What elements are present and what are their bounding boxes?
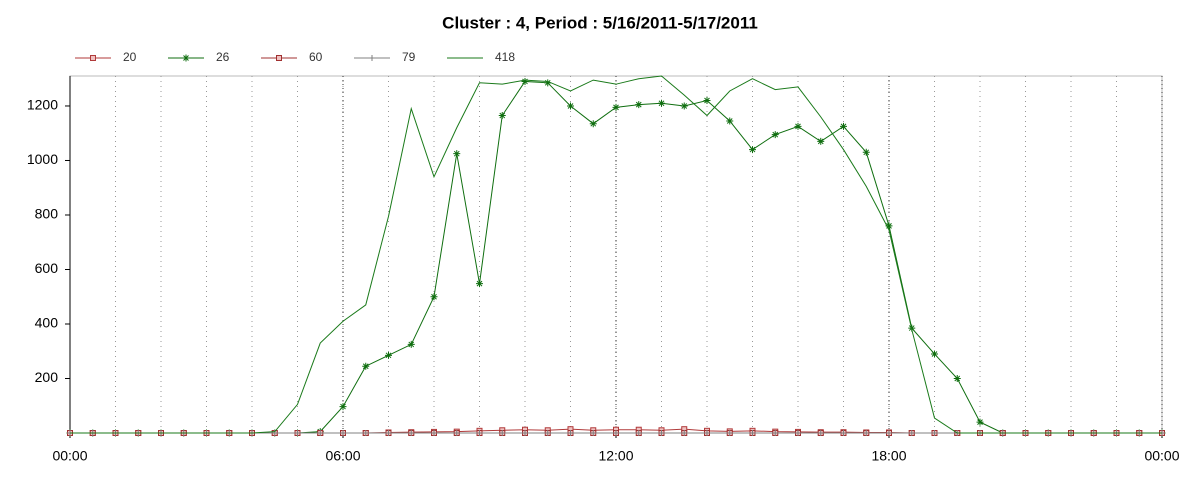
data-point <box>453 150 461 158</box>
chart-title: Cluster : 4, Period : 5/16/2011-5/17/201… <box>442 13 758 32</box>
data-point <box>499 430 506 436</box>
data-point <box>340 430 346 436</box>
legend-marker <box>90 55 96 61</box>
data-point <box>407 340 415 348</box>
x-tick-label: 18:00 <box>871 448 906 464</box>
data-point <box>589 120 597 128</box>
data-point <box>840 122 847 130</box>
legend-label: 418 <box>495 50 515 64</box>
data-point <box>862 148 870 156</box>
data-point <box>908 430 915 436</box>
legend-label: 20 <box>123 50 137 64</box>
data-point <box>544 430 551 436</box>
y-tick-label: 200 <box>35 369 59 385</box>
data-point <box>567 102 574 110</box>
data-point <box>476 280 483 288</box>
y-tick-label: 800 <box>35 206 59 222</box>
data-point <box>703 97 711 105</box>
data-point <box>431 430 437 436</box>
data-point <box>726 117 734 125</box>
data-point <box>840 430 847 436</box>
data-point <box>476 430 483 436</box>
data-point <box>544 79 552 87</box>
data-point <box>294 430 301 436</box>
x-tick-label: 00:00 <box>52 448 87 464</box>
data-point <box>362 430 369 436</box>
data-point <box>771 131 779 139</box>
data-point <box>749 430 756 436</box>
data-point <box>680 102 688 110</box>
data-point <box>931 350 938 358</box>
data-point <box>795 430 801 436</box>
series-line <box>70 75 1162 434</box>
legend-label: 60 <box>309 50 323 64</box>
data-point <box>817 430 824 436</box>
data-point <box>885 222 893 230</box>
data-point <box>430 293 438 301</box>
plot-frame <box>69 75 1163 434</box>
data-point <box>408 430 415 436</box>
x-tick-label: 06:00 <box>325 448 360 464</box>
data-point <box>886 430 892 436</box>
data-point <box>339 403 347 411</box>
data-point <box>863 430 870 436</box>
data-point <box>613 430 619 436</box>
data-point <box>658 430 665 436</box>
data-point <box>362 362 370 370</box>
data-point <box>567 430 574 436</box>
data-point <box>953 374 961 382</box>
data-point <box>521 77 529 85</box>
data-point <box>817 137 825 145</box>
data-point <box>749 146 756 154</box>
x-tick-label: 12:00 <box>598 448 633 464</box>
data-point <box>317 430 324 436</box>
data-point <box>612 103 620 111</box>
data-point <box>772 430 779 436</box>
legend-marker <box>276 55 282 61</box>
data-point <box>931 430 938 436</box>
legend-label: 26 <box>216 50 230 64</box>
legend-label: 79 <box>402 50 416 64</box>
data-point <box>704 430 710 436</box>
y-tick-label: 1200 <box>27 97 58 113</box>
data-point <box>726 430 733 436</box>
data-point <box>658 99 665 107</box>
data-point <box>794 122 802 130</box>
data-point <box>498 112 506 120</box>
data-point <box>385 351 392 359</box>
data-point <box>453 430 460 436</box>
data-point <box>590 430 597 436</box>
data-point <box>385 430 392 436</box>
x-tick-label: 00:00 <box>1144 448 1179 464</box>
data-point <box>976 418 984 426</box>
y-tick-label: 600 <box>35 260 59 276</box>
y-tick-label: 400 <box>35 315 59 331</box>
data-point <box>635 430 642 436</box>
data-point <box>635 101 643 109</box>
legend-marker <box>369 55 375 61</box>
legend-marker <box>182 54 190 62</box>
data-point <box>681 430 688 436</box>
data-point <box>522 430 528 436</box>
y-tick-label: 1000 <box>27 151 58 167</box>
